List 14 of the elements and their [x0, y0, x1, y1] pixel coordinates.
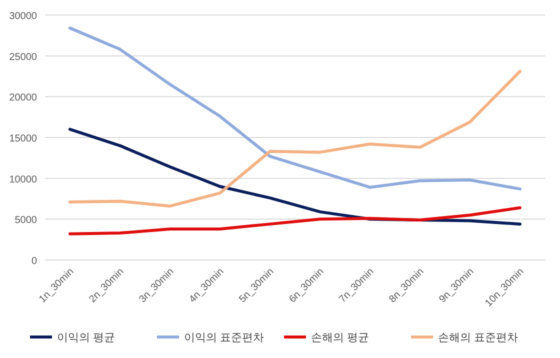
y-tick-label: 30000: [9, 11, 38, 22]
y-tick-label: 5000: [14, 215, 38, 226]
legend-label: 이익의 표준편차: [184, 332, 264, 344]
y-tick-label: 25000: [9, 52, 38, 63]
legend-label: 손해의 평균: [311, 332, 370, 344]
line-series: [68, 206, 522, 236]
legend-label: 손해의 표준편차: [438, 332, 518, 344]
y-tick-label: 0: [31, 256, 38, 267]
y-tick-label: 15000: [9, 134, 38, 144]
y-tick-label: 10000: [9, 174, 38, 186]
line-series: [68, 26, 522, 190]
legend-label: 이익의 평균: [57, 332, 116, 344]
y-tick-label: 20000: [9, 92, 38, 104]
line-series: [68, 70, 522, 208]
